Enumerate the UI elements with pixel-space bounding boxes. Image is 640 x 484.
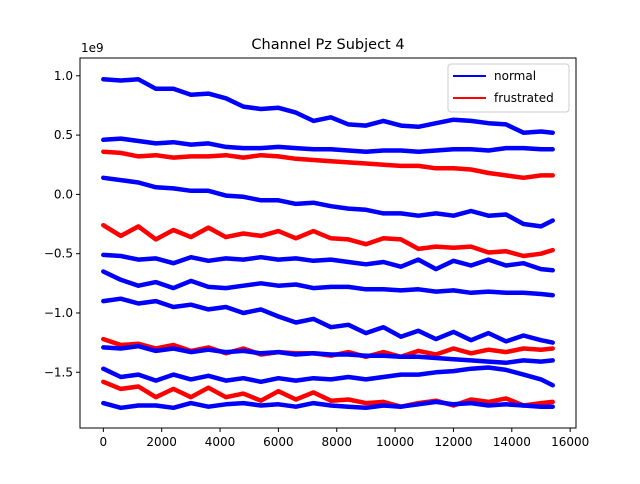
- series-line-normal-13: [101, 399, 555, 411]
- series-line-frustrated-3: [101, 149, 555, 181]
- x-tick-label: 14000: [493, 435, 531, 449]
- legend: normal frustrated: [447, 63, 570, 113]
- y-tick-label: −1.0: [44, 306, 73, 320]
- y-tick-label: 0.0: [54, 187, 73, 201]
- series-line-normal-7: [101, 269, 555, 298]
- series-line-normal-8: [101, 296, 555, 345]
- plot-area: [80, 58, 576, 428]
- y-tick-label: 0.5: [54, 128, 73, 142]
- x-tick-label: 0: [100, 435, 108, 449]
- legend-label-frustrated: frustrated: [494, 91, 554, 105]
- chart-title: Channel Pz Subject 4: [251, 37, 404, 53]
- x-tick-label: 4000: [205, 435, 236, 449]
- axes-frame: [79, 57, 577, 429]
- series-line-normal-4: [101, 175, 555, 229]
- series-line-frustrated-5: [101, 222, 555, 259]
- y-tick-label: −0.5: [44, 247, 73, 261]
- series-line-frustrated-12: [101, 379, 555, 409]
- y-tick-label: 1.0: [54, 69, 73, 83]
- x-tick-label: 16000: [551, 435, 589, 449]
- x-tick-label: 12000: [434, 435, 472, 449]
- series-line-normal-10: [101, 343, 555, 366]
- y-axis-ticks: −1.5 −1.0 −0.5 0.0 0.5 1.0: [44, 69, 80, 379]
- legend-label-normal: normal: [494, 69, 536, 83]
- x-tick-label: 8000: [321, 435, 352, 449]
- x-tick-label: 2000: [146, 435, 177, 449]
- series-line-normal-6: [101, 252, 555, 273]
- x-tick-label: 10000: [376, 435, 414, 449]
- series-line-normal-11: [101, 365, 555, 388]
- x-axis-ticks: 0 2000 4000 6000 8000 10000 12000 14000 16000: [100, 428, 589, 449]
- y-tick-label: −1.5: [44, 365, 73, 379]
- series-layer: [101, 77, 555, 411]
- y-scale-offset-label: 1e9: [81, 41, 104, 55]
- series-line-normal-2: [101, 136, 555, 154]
- x-tick-label: 6000: [263, 435, 294, 449]
- series-line-normal-1: [101, 77, 555, 135]
